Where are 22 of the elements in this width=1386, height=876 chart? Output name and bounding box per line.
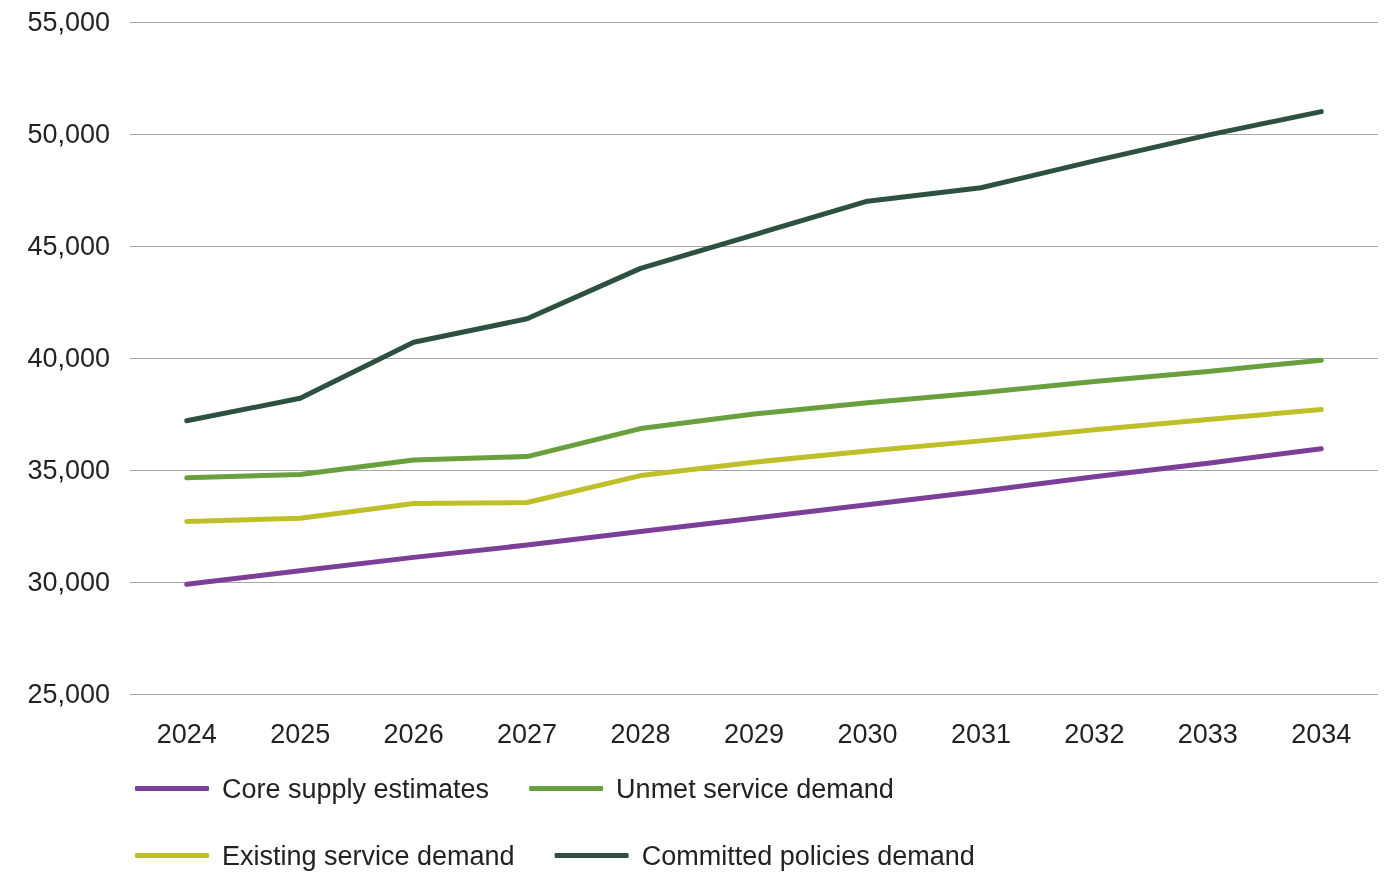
y-tick-label: 50,000: [27, 119, 110, 149]
legend-label: Unmet service demand: [616, 773, 894, 804]
x-tick-label: 2031: [950, 718, 1011, 749]
x-tick-label: 2025: [270, 718, 331, 749]
y-tick-label: 35,000: [27, 455, 110, 485]
y-tick-label: 45,000: [27, 231, 110, 261]
x-tick-label: 2033: [1177, 718, 1238, 749]
x-tick-label: 2027: [497, 718, 558, 749]
legend-label: Existing service demand: [222, 840, 515, 871]
y-tick-label: 25,000: [27, 679, 110, 709]
x-tick-label: 2028: [610, 718, 671, 749]
legend-label: Core supply estimates: [222, 773, 490, 804]
x-tick-label: 2026: [383, 718, 444, 749]
x-tick-label: 2032: [1064, 718, 1125, 749]
y-tick-label: 40,000: [27, 343, 110, 373]
x-tick-label: 2030: [837, 718, 898, 749]
x-tick-label: 2034: [1291, 718, 1352, 749]
legend-label: Committed policies demand: [641, 840, 975, 871]
x-tick-label: 2024: [156, 718, 217, 749]
y-tick-label: 55,000: [27, 7, 110, 37]
y-tick-label: 30,000: [27, 567, 110, 597]
x-tick-label: 2029: [723, 718, 785, 749]
